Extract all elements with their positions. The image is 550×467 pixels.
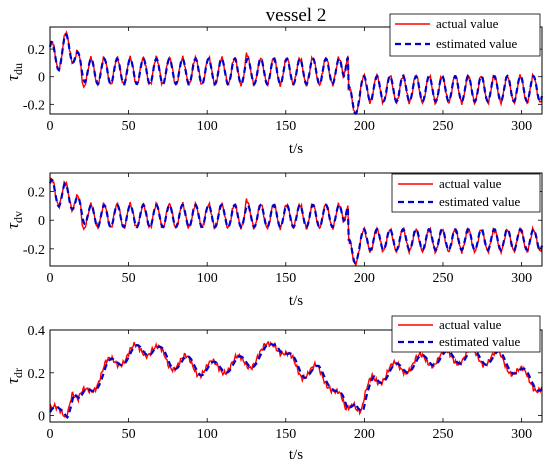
plot-area-3: [49, 329, 543, 423]
x-tick-label: 150: [275, 427, 296, 442]
legend-label-estimated-2: estimated value: [439, 194, 520, 209]
legend-label-actual-1: actual value: [436, 16, 499, 31]
y-axis-label-3: τdr: [3, 368, 25, 384]
x-tick-label: 200: [354, 427, 375, 442]
x-tick-label: 50: [122, 119, 136, 134]
series-line-actual-3: [49, 341, 543, 418]
legend-1: actual value estimated value: [389, 13, 541, 57]
x-axis-label-2: t/s: [289, 293, 303, 309]
y-tick-label: 0.2: [28, 186, 46, 201]
y-tick-label: -0.2: [23, 243, 45, 258]
y-axis-label-main-3: τ: [3, 377, 22, 384]
x-tick-label: 250: [432, 271, 453, 286]
y-tick-label: -0.2: [23, 98, 45, 113]
x-tick-label: 250: [432, 427, 453, 442]
x-tick-label: 50: [122, 427, 136, 442]
y-axis-label-2: τdv: [3, 211, 25, 229]
x-tick-label: 300: [511, 427, 532, 442]
subplot-tau-dv: 0 50 100 150 200 250 300-0.200.2 τdv t/s actua…: [3, 172, 544, 309]
y-tick-label: 0.4: [28, 324, 46, 339]
plot-area-2: [49, 172, 543, 267]
x-tick-label: 150: [275, 271, 296, 286]
x-axis-label-3: t/s: [289, 447, 303, 463]
series-line-estimated-3: [49, 342, 543, 420]
x-axis-label-1: t/s: [289, 141, 303, 157]
y-tick-label: 0: [38, 410, 45, 425]
x-tick-label: 100: [197, 427, 218, 442]
x-tick-label: 100: [197, 271, 218, 286]
y-tick-label: 0.2: [28, 367, 46, 382]
legend-box-1: [389, 13, 541, 57]
x-tick-label: 300: [511, 119, 532, 134]
y-tick-label: 0: [38, 71, 45, 86]
legend-box-2: [391, 173, 541, 213]
legend-label-estimated-3: estimated value: [439, 334, 520, 349]
legend-box-3: [391, 315, 541, 353]
x-tick-label: 0: [47, 271, 54, 286]
y-axis-label-main-1: τ: [3, 74, 22, 81]
subplot-tau-dr: 0 50 100 150 200 250 300 0 0.2 0.4 τdr t/s actual…: [3, 315, 543, 463]
x-tick-label: 100: [197, 119, 218, 134]
legend-label-actual-2: actual value: [439, 176, 502, 191]
series-line-estimated-1: [48, 32, 544, 116]
x-tick-label: 250: [432, 119, 453, 134]
y-axis-label-sub-1: du: [11, 63, 25, 75]
y-tick-label: 0.2: [28, 43, 46, 58]
x-tick-label: 0: [47, 119, 54, 134]
x-tick-label: 200: [354, 119, 375, 134]
y-tick-label: 0: [38, 214, 45, 229]
y-axis-label-sub-3: dr: [11, 368, 25, 378]
x-tick-label: 200: [354, 271, 375, 286]
legend-3: actual value estimated value: [391, 315, 541, 353]
legend-label-actual-3: actual value: [439, 317, 502, 332]
y-axis-label-sub-2: dv: [11, 211, 25, 223]
plot-area-1: [49, 26, 543, 115]
legend-label-estimated-1: estimated value: [436, 36, 517, 51]
y-axis-label-1: τdu: [3, 63, 25, 81]
subplot-tau-du: 0 50 100 150 200 250 300-0.200.2 τdu t/s actua…: [3, 13, 544, 157]
y-axis-label-main-2: τ: [3, 222, 22, 229]
legend-2: actual value estimated value: [391, 173, 541, 213]
figure-title: vessel 2: [266, 5, 327, 26]
x-tick-label: 0: [47, 427, 54, 442]
x-tick-label: 300: [511, 271, 532, 286]
x-tick-label: 150: [275, 119, 296, 134]
x-tick-label: 50: [122, 271, 136, 286]
series-line-estimated-2: [48, 178, 544, 264]
